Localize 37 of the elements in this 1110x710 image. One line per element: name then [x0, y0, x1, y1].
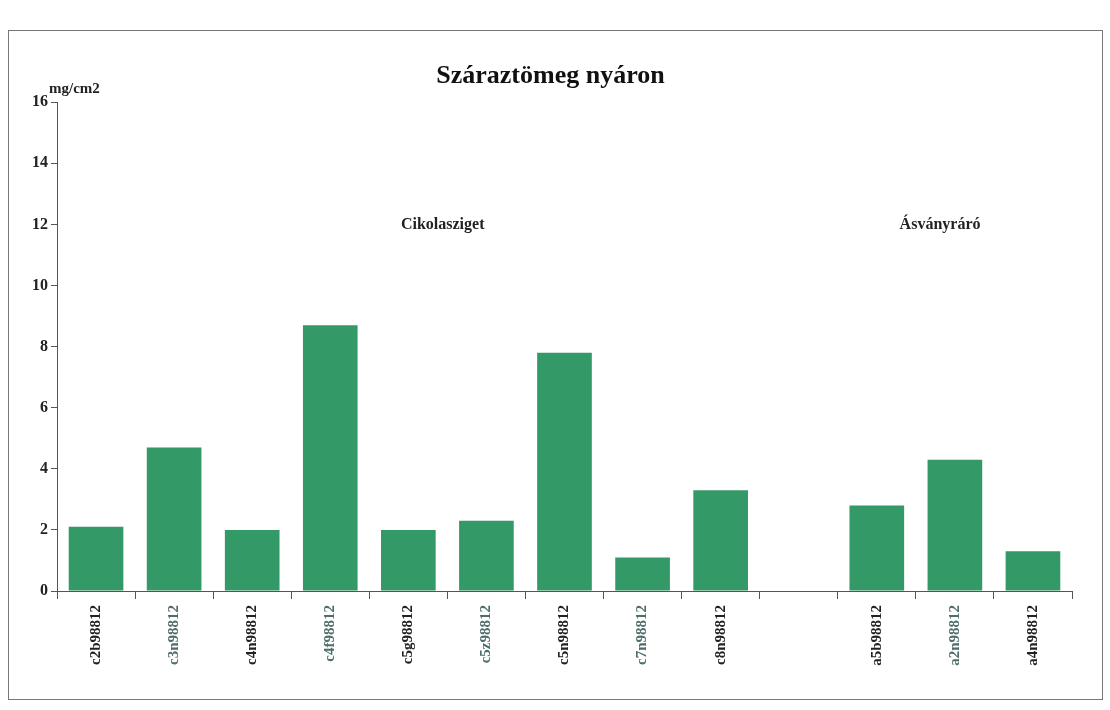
x-tick-label: c4n98812 [243, 605, 260, 665]
x-tick-label: c5n98812 [555, 605, 572, 665]
bar [381, 529, 436, 591]
x-tick-label: c5g98812 [399, 605, 416, 665]
bar [927, 459, 983, 591]
y-tick-label: 2 [40, 520, 48, 538]
bar [615, 557, 670, 591]
bar [693, 490, 748, 591]
y-tick-label: 4 [40, 458, 48, 476]
x-tick-label: c8n98812 [711, 605, 728, 665]
bar [224, 529, 280, 591]
bar [1005, 551, 1061, 591]
bar [537, 352, 592, 591]
y-tick-label: 0 [40, 581, 48, 599]
x-tick-label: c2b98812 [86, 605, 103, 665]
y-tick-label: 10 [32, 275, 48, 293]
bar [849, 505, 905, 591]
y-tick-label: 14 [32, 153, 48, 171]
x-tick-label: c7n98812 [633, 605, 650, 665]
x-tick-label: a4n98812 [1023, 605, 1040, 666]
x-tick-label: a2n98812 [945, 605, 962, 666]
x-tick-label: c5z98812 [477, 605, 494, 664]
bar [68, 526, 124, 591]
y-tick-label: 6 [40, 397, 48, 415]
x-tick-label: c4f98812 [321, 605, 338, 662]
y-tick-label: 16 [32, 92, 48, 110]
annotation: Ásványráró [899, 213, 981, 233]
y-tick-label: 12 [32, 214, 48, 232]
x-tick-label: c3n98812 [164, 605, 181, 665]
bar [146, 447, 202, 591]
bar [459, 520, 514, 591]
chart-title: Száraztömeg nyáron [436, 60, 666, 90]
y-axis-title: mg/cm2 [49, 79, 100, 96]
x-tick-label: a5b98812 [867, 605, 884, 666]
bar [302, 325, 358, 591]
y-tick-label: 8 [40, 336, 48, 354]
annotation: Cikolasziget [400, 214, 486, 233]
